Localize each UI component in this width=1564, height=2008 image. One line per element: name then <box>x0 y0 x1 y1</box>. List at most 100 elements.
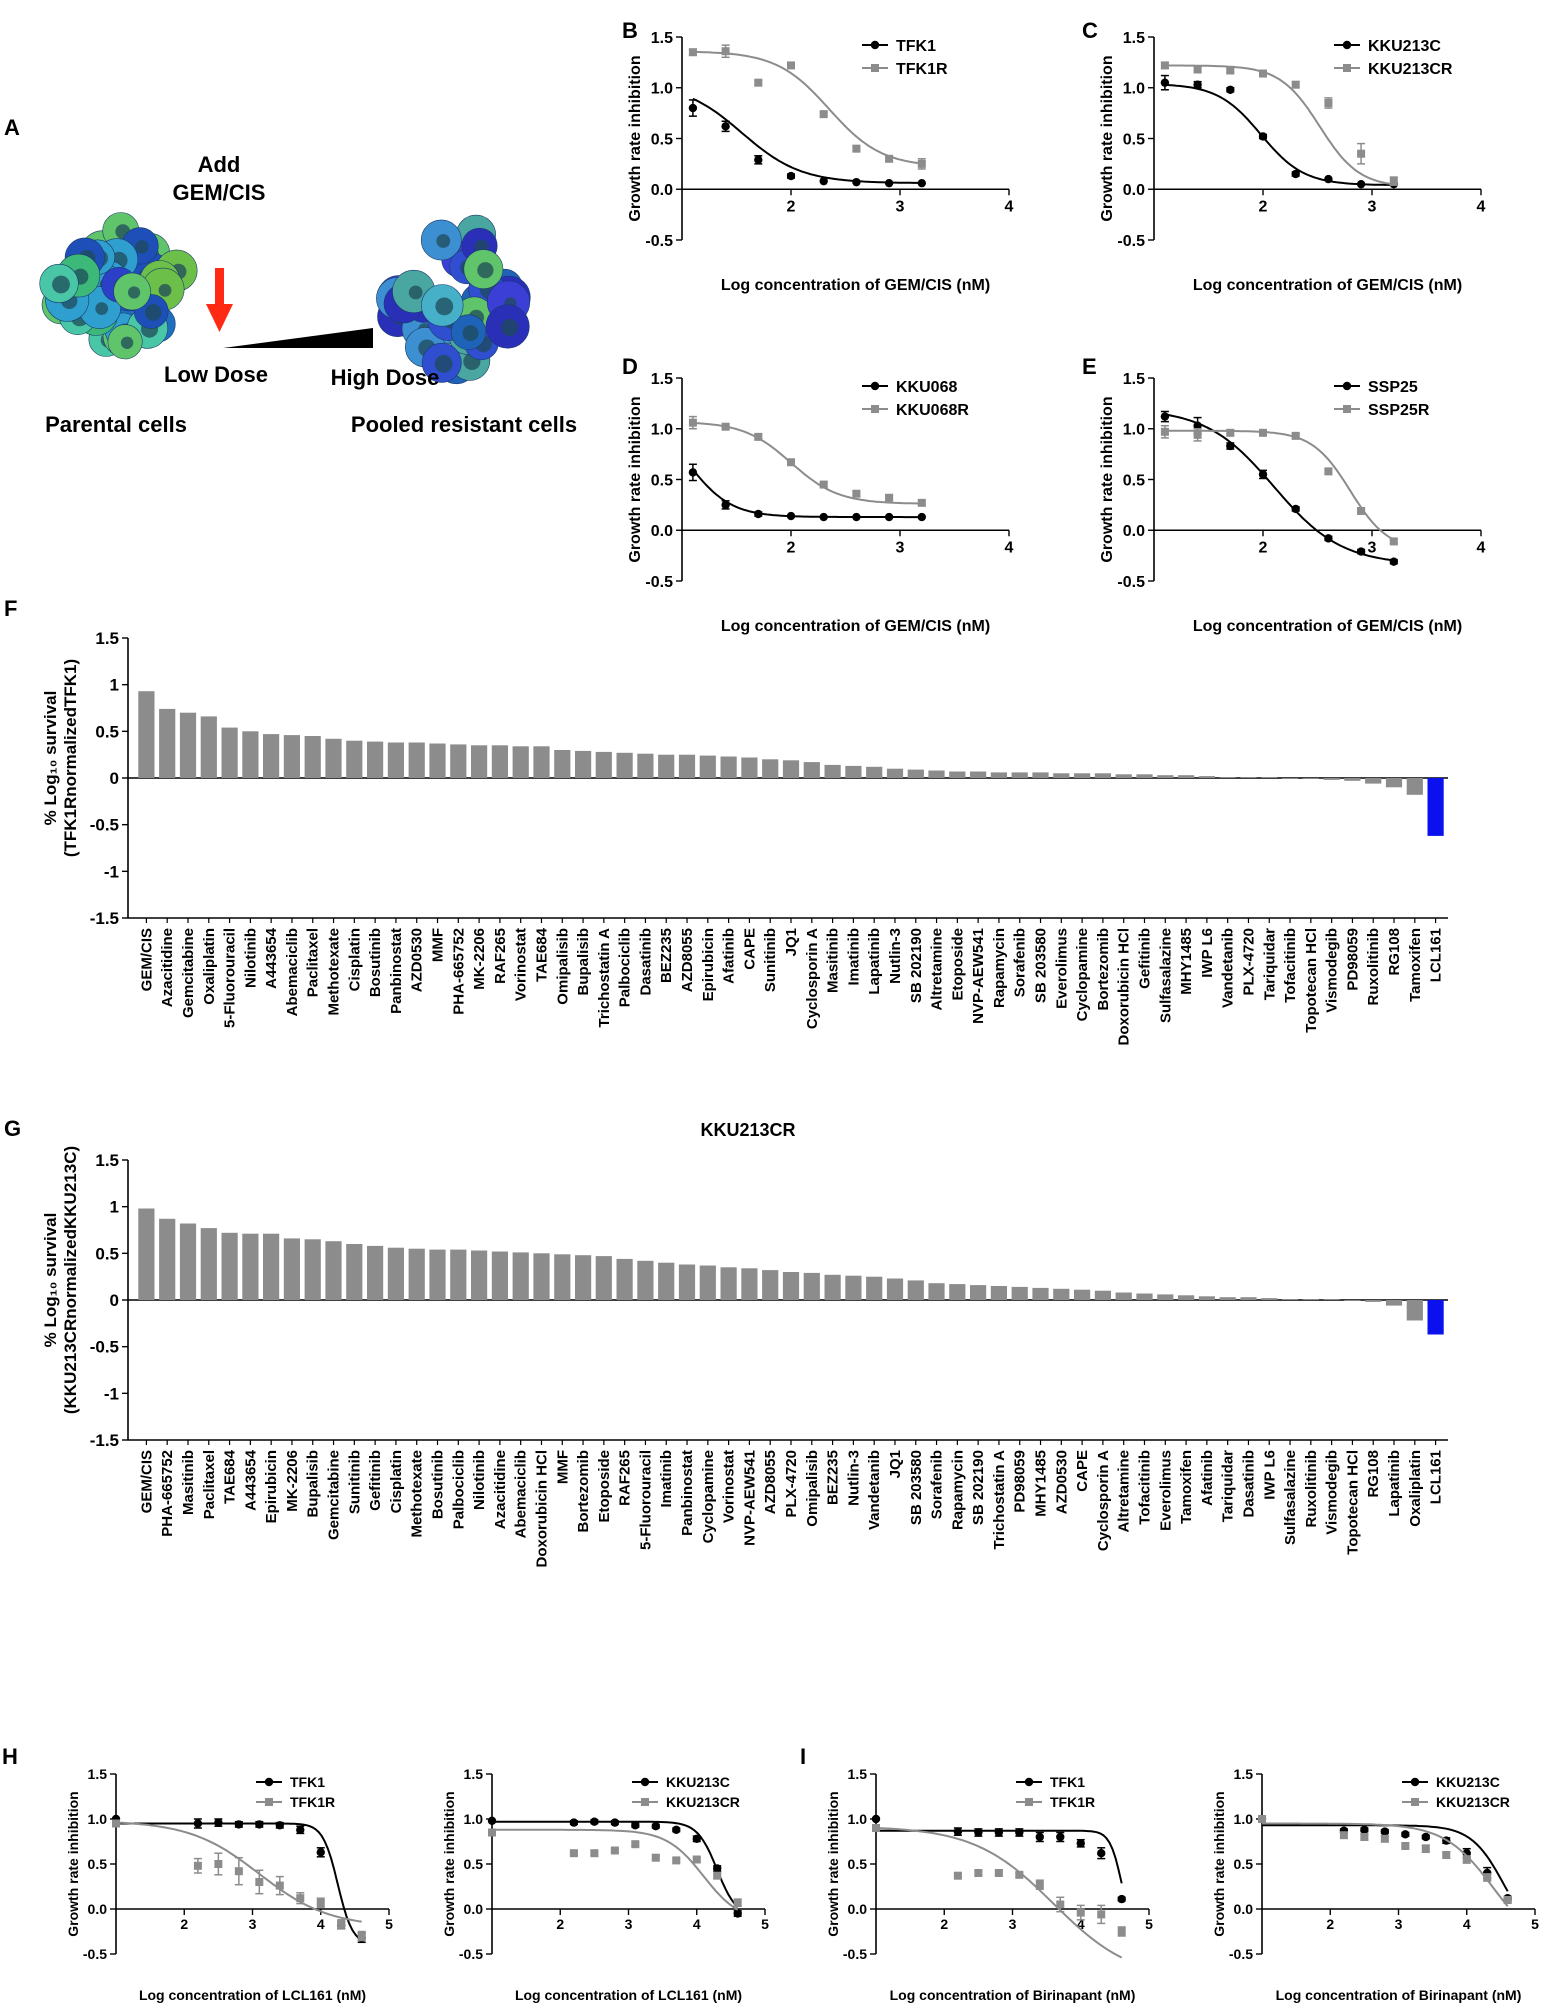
bar <box>159 1218 176 1300</box>
category-label: SB 203580 <box>908 1450 925 1525</box>
x-tick-label: 2 <box>1326 1916 1334 1932</box>
bar <box>471 1250 488 1300</box>
data-point <box>1056 1900 1065 1909</box>
data-point <box>1076 1908 1085 1917</box>
legend-marker <box>1025 1798 1033 1806</box>
category-label: GEM/CIS <box>138 1450 155 1513</box>
category-label: Ruxolitinib <box>1365 928 1382 1006</box>
data-point <box>1259 428 1267 437</box>
category-label: Palbociclib <box>617 928 634 1007</box>
category-label: Cyclopamine <box>1074 928 1091 1021</box>
category-label: A443654 <box>263 927 280 989</box>
bar <box>283 735 300 778</box>
category-label: Tofacitinib <box>1282 928 1299 1003</box>
data-point <box>974 1869 983 1877</box>
y-tick-label: 1.0 <box>88 1811 108 1827</box>
y-axis-label: Growth rate inhibition <box>1211 1791 1227 1936</box>
category-label: A443654 <box>242 1449 259 1511</box>
x-tick-label: 4 <box>1077 1916 1085 1932</box>
category-label: Rapamycin <box>991 928 1008 1008</box>
data-point <box>1401 1842 1410 1850</box>
data-point <box>1356 179 1366 189</box>
data-point <box>1503 1896 1512 1904</box>
fit-curve-ssp25r <box>1164 429 1395 541</box>
category-label: MK-2206 <box>471 928 488 990</box>
y-tick-label: 1.0 <box>464 1811 484 1827</box>
y-axis-label-line1: % Log₁₀ survival <box>41 691 60 826</box>
category-label: SB 202190 <box>970 1450 987 1525</box>
data-point <box>917 178 926 188</box>
bar <box>762 759 779 778</box>
bar <box>242 1233 259 1300</box>
y-tick-label: 0.0 <box>1123 182 1145 199</box>
bar <box>616 1258 633 1300</box>
y-tick-label: -1 <box>104 862 119 881</box>
bar <box>803 762 820 778</box>
data-point <box>688 468 698 477</box>
panel-letter-i: I <box>800 1744 806 1769</box>
data-point <box>819 110 828 119</box>
data-point <box>255 1878 264 1886</box>
data-point <box>721 122 730 131</box>
category-label: Methotexate <box>326 928 343 1016</box>
x-tick-label: 3 <box>1395 1916 1403 1932</box>
bar <box>512 1252 529 1300</box>
bar <box>491 745 508 778</box>
data-point <box>1380 1834 1389 1843</box>
data-point <box>1360 1825 1369 1835</box>
category-label: Bortezomib <box>1095 928 1112 1011</box>
cell-nucleus-icon <box>158 283 172 297</box>
cell-nucleus-icon <box>408 285 423 300</box>
category-label: PHA-665752 <box>159 1450 176 1537</box>
bar <box>762 1270 779 1300</box>
legend-label: TFK1R <box>290 1794 335 1810</box>
data-point <box>1324 467 1333 476</box>
bar <box>1365 778 1382 784</box>
category-label: Cyclopamine <box>700 1450 717 1543</box>
legend-label: KKU213C <box>666 1774 730 1790</box>
data-point <box>1226 428 1235 437</box>
category-label: Panbinostat <box>388 928 405 1014</box>
bar <box>1053 1288 1070 1300</box>
data-point <box>885 493 894 502</box>
data-point <box>610 1846 619 1855</box>
bar <box>512 746 529 778</box>
data-point <box>754 509 763 519</box>
category-label: Methotexate <box>409 1450 426 1538</box>
bar <box>1261 1298 1278 1300</box>
bar <box>1198 1296 1215 1300</box>
y-axis-label: Growth rate inhibition <box>1099 55 1116 221</box>
data-point <box>1324 534 1333 543</box>
high-dose-label: High Dose <box>331 365 440 390</box>
data-point <box>885 154 894 163</box>
bar <box>533 1253 550 1300</box>
bar <box>575 750 592 778</box>
data-point <box>316 1848 325 1857</box>
bar <box>824 764 841 778</box>
data-point <box>1226 66 1235 75</box>
data-point <box>1160 412 1170 421</box>
bar <box>1281 1299 1299 1300</box>
bar <box>367 1245 384 1300</box>
data-point <box>852 144 861 153</box>
data-point <box>872 1824 880 1832</box>
data-point <box>1117 1927 1126 1936</box>
category-label: Cyclosporin A <box>804 928 821 1029</box>
bar <box>1427 1300 1444 1335</box>
legend-marker <box>641 1798 649 1806</box>
x-tick-label: 4 <box>1477 198 1486 215</box>
bar <box>595 751 612 778</box>
data-point <box>786 511 796 521</box>
category-label: RG108 <box>1365 1450 1382 1498</box>
data-point <box>852 512 861 522</box>
data-point <box>1076 1839 1085 1848</box>
data-point <box>1401 1830 1410 1839</box>
category-label: Abemaciclib <box>284 928 301 1016</box>
data-point <box>733 1909 742 1918</box>
y-tick-label: 0.0 <box>88 1901 108 1917</box>
y-tick-label: 1.5 <box>95 1151 119 1170</box>
panel-a: A Add GEM/CIS Low Dose High Dose Parenta… <box>4 115 577 437</box>
data-point <box>819 176 828 186</box>
x-axis-label: Log concentration of LCL161 (nM) <box>515 1987 742 2003</box>
